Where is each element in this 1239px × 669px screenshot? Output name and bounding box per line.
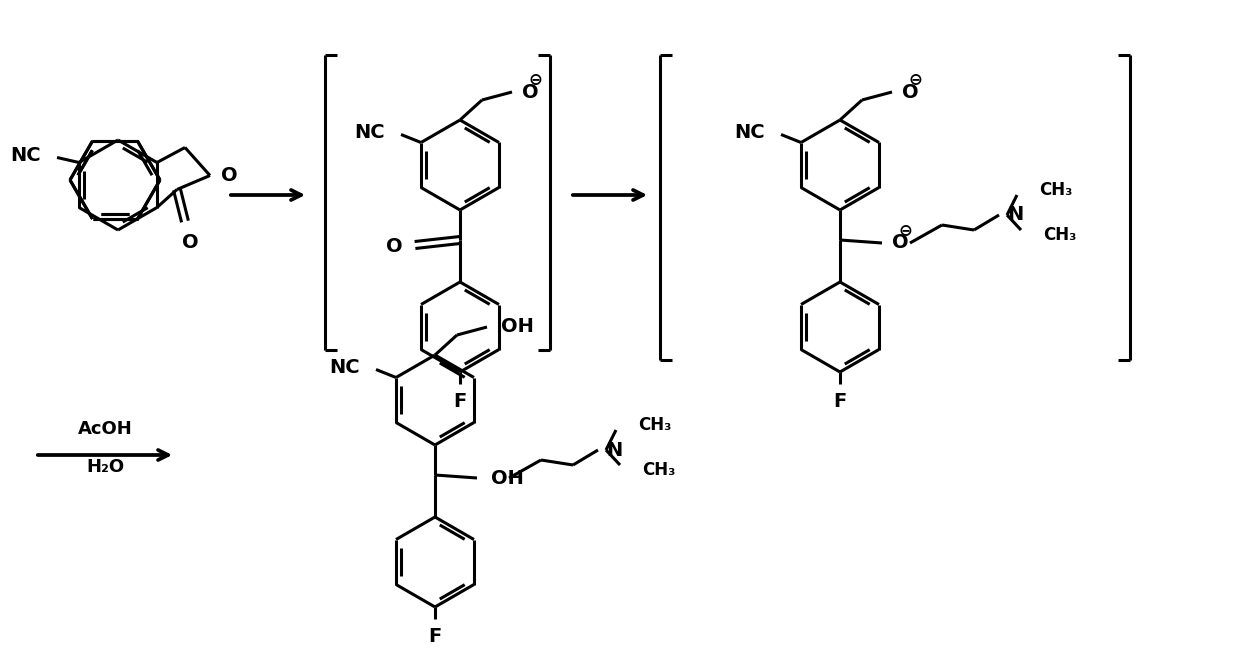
Text: F: F <box>453 392 467 411</box>
Text: O: O <box>892 233 908 252</box>
Text: N: N <box>1007 205 1023 225</box>
Text: CH₃: CH₃ <box>1040 181 1073 199</box>
Text: CH₃: CH₃ <box>638 416 672 434</box>
Text: H₂O: H₂O <box>85 458 124 476</box>
Text: OH: OH <box>501 318 534 337</box>
Text: O: O <box>182 233 198 252</box>
Text: NC: NC <box>10 146 41 165</box>
Text: NC: NC <box>735 123 764 142</box>
Text: CH₃: CH₃ <box>642 461 675 479</box>
Text: O: O <box>387 237 403 256</box>
Text: F: F <box>429 627 441 646</box>
Text: OH: OH <box>491 468 524 488</box>
Text: AcOH: AcOH <box>78 420 133 438</box>
Text: CH₃: CH₃ <box>1043 226 1077 244</box>
Text: F: F <box>834 392 846 411</box>
Text: NC: NC <box>354 123 385 142</box>
Text: NC: NC <box>330 358 361 377</box>
Text: O: O <box>522 82 539 102</box>
Text: ⊖: ⊖ <box>898 222 912 240</box>
Text: ⊖: ⊖ <box>908 71 922 89</box>
Text: N: N <box>606 440 622 460</box>
Text: O: O <box>221 166 238 185</box>
Text: O: O <box>902 82 918 102</box>
Text: ⊖: ⊖ <box>528 71 541 89</box>
